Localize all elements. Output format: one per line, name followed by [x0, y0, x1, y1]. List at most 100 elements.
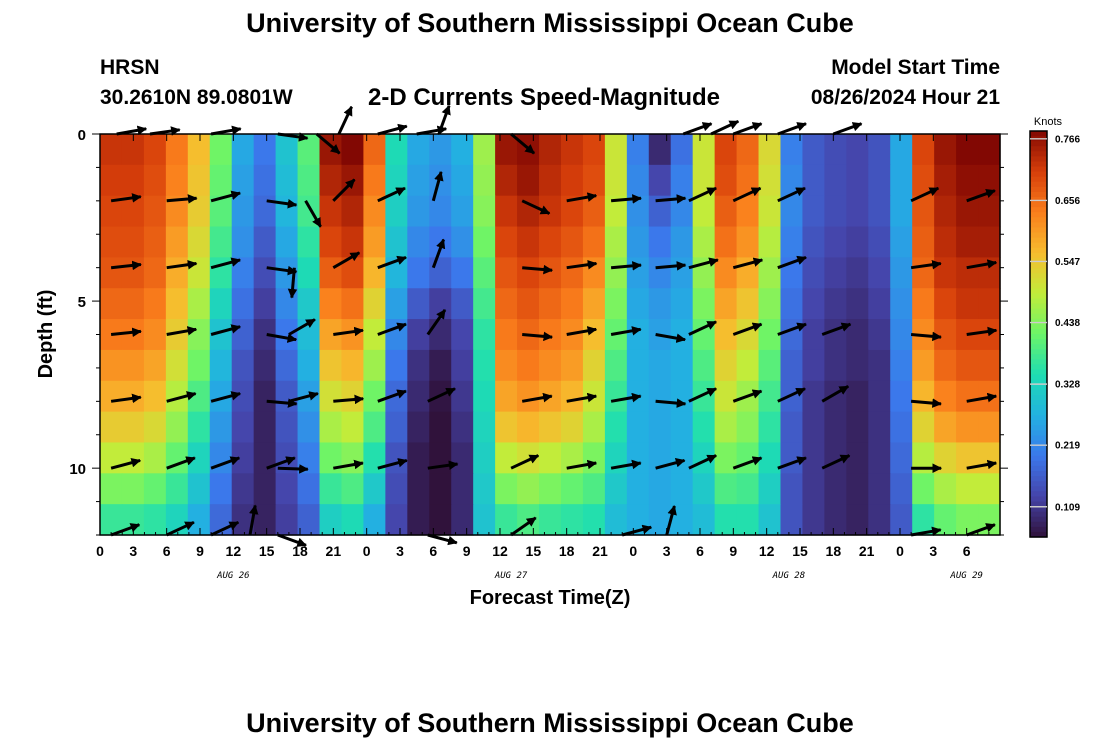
heat-cell — [626, 257, 650, 289]
heat-cell — [319, 380, 343, 413]
colorbar-swatch — [1030, 359, 1047, 366]
colorbar-swatch — [1030, 186, 1047, 193]
heat-cell — [253, 411, 277, 444]
current-vector — [248, 504, 259, 536]
heat-cell — [780, 473, 804, 505]
colorbar-swatch — [1030, 181, 1047, 188]
heat-cell — [780, 226, 804, 258]
heat-cell — [780, 134, 804, 166]
heat-cell — [451, 288, 474, 320]
current-vector — [510, 454, 540, 470]
colorbar-swatch — [1030, 328, 1047, 335]
current-vector — [510, 516, 537, 537]
colorbar-swatch — [1030, 161, 1047, 168]
heat-cell — [473, 504, 496, 536]
heat-cell — [429, 319, 452, 351]
current-vector — [966, 259, 998, 270]
heat-cell — [868, 164, 891, 197]
current-vector — [610, 392, 642, 403]
heat-cell — [517, 380, 540, 413]
heat-cell — [670, 411, 694, 444]
heat-cell — [209, 319, 233, 351]
heat-cell — [890, 226, 913, 258]
heat-cell — [275, 226, 299, 258]
heat-cell — [429, 195, 452, 228]
heat-cell — [429, 411, 452, 444]
current-vector — [377, 322, 407, 336]
heat-cell — [319, 164, 343, 197]
heat-cell — [846, 195, 869, 228]
x-tick-label: 6 — [163, 543, 171, 559]
heat-cell — [517, 164, 540, 197]
heat-cell — [165, 473, 189, 505]
heat-cell — [100, 226, 123, 258]
heat-cell — [824, 134, 847, 166]
heat-cell — [341, 504, 365, 536]
heat-cell — [341, 257, 365, 289]
heat-cell — [692, 349, 716, 382]
heat-cell — [736, 288, 760, 320]
colorbar-swatch — [1030, 298, 1047, 305]
heat-cell — [582, 257, 606, 289]
heat-cell — [517, 349, 540, 382]
colorbar-swatch — [1030, 354, 1047, 360]
heat-cell — [626, 134, 650, 166]
heat-cell — [560, 411, 584, 444]
heat-cell — [912, 473, 935, 505]
colorbar: 0.766 0.656 0.547 0.438 0.328 0.219 0.109 — [1029, 130, 1080, 538]
heat-cell — [956, 257, 979, 289]
heat-cell — [187, 442, 211, 474]
colorbar-swatch — [1030, 227, 1047, 234]
heat-cell — [758, 473, 782, 505]
colorbar-swatch — [1030, 156, 1047, 163]
heat-cell — [253, 134, 277, 166]
colorbar-tick-label: 0.438 — [1055, 318, 1080, 329]
heat-cell — [275, 195, 299, 228]
heat-cell — [143, 319, 167, 351]
heat-cell — [385, 134, 408, 166]
heat-cell — [407, 442, 430, 474]
heat-cell — [451, 257, 474, 289]
heat-cell — [604, 411, 628, 444]
heat-cell — [363, 319, 386, 351]
heat-cell — [582, 504, 606, 536]
heat-cell — [297, 411, 321, 444]
heat-cell — [407, 349, 430, 382]
colorbar-swatch — [1030, 496, 1047, 503]
heat-cell — [473, 257, 496, 289]
heat-cell — [912, 226, 935, 258]
heat-cell — [956, 349, 979, 382]
heat-cell — [297, 257, 321, 289]
heat-cell — [143, 134, 167, 166]
heat-cell — [539, 504, 562, 536]
heat-cell — [517, 504, 540, 536]
heat-cell — [934, 380, 957, 413]
heat-cell — [714, 380, 738, 413]
heat-cell — [868, 349, 891, 382]
heat-cell — [582, 411, 606, 444]
heat-cell — [978, 134, 1001, 166]
current-vector — [522, 331, 554, 342]
x-tick-label: 6 — [963, 543, 971, 559]
heat-cell — [978, 411, 1001, 444]
heat-cell — [143, 504, 167, 536]
heat-cell — [297, 164, 321, 197]
heat-cell — [341, 134, 365, 166]
heat-cell — [165, 195, 189, 228]
x-tick-label: 3 — [663, 543, 671, 559]
heat-cell — [473, 134, 496, 166]
x-tick-label: 15 — [526, 543, 542, 559]
colorbar-swatch — [1030, 445, 1047, 452]
heat-cell — [121, 319, 145, 351]
colorbar-swatch — [1030, 262, 1047, 269]
colorbar-swatch — [1030, 521, 1047, 528]
heat-cell — [253, 257, 277, 289]
heat-cell — [670, 288, 694, 320]
heat-cell — [824, 319, 847, 351]
heat-cell — [802, 380, 825, 413]
heat-cell — [956, 380, 979, 413]
current-vector — [266, 398, 298, 408]
heat-cell — [846, 473, 869, 505]
heat-cell — [407, 195, 430, 228]
current-vector — [333, 459, 364, 470]
